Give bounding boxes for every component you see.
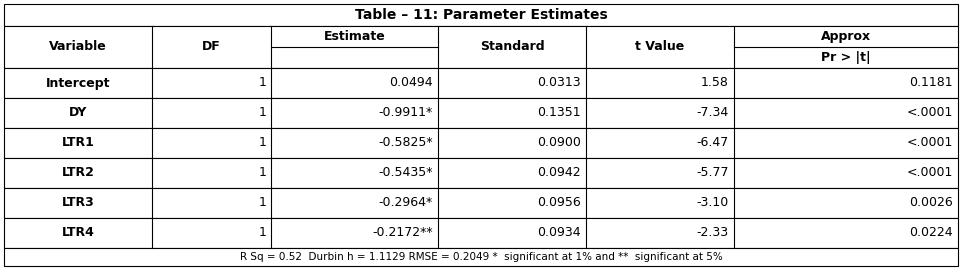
Bar (4, 158, 957, 188)
Bar (4, 68, 957, 98)
Bar (4, 128, 957, 158)
Text: 1: 1 (258, 227, 266, 239)
Text: 0.0224: 0.0224 (908, 227, 952, 239)
Bar (4, 248, 957, 266)
Text: Standard: Standard (480, 41, 544, 53)
Text: Pr > |t|: Pr > |t| (821, 51, 870, 64)
Text: 0.0900: 0.0900 (536, 136, 580, 150)
Bar (4, 4, 957, 26)
Text: 1.58: 1.58 (701, 76, 728, 90)
Text: 1: 1 (258, 167, 266, 179)
Text: 0.0494: 0.0494 (389, 76, 432, 90)
Text: -0.9911*: -0.9911* (379, 107, 432, 119)
Text: 0.0942: 0.0942 (537, 167, 580, 179)
Text: 0.0934: 0.0934 (537, 227, 580, 239)
Text: 1: 1 (258, 196, 266, 210)
Text: -0.2964*: -0.2964* (379, 196, 432, 210)
Text: <.0001: <.0001 (905, 136, 952, 150)
Text: -5.77: -5.77 (696, 167, 728, 179)
Text: LTR4: LTR4 (62, 227, 94, 239)
Text: Variable: Variable (49, 41, 107, 53)
Text: 1: 1 (258, 76, 266, 90)
Text: Estimate: Estimate (324, 30, 385, 43)
Text: LTR1: LTR1 (62, 136, 94, 150)
Text: 0.1351: 0.1351 (537, 107, 580, 119)
Text: <.0001: <.0001 (905, 107, 952, 119)
Text: -6.47: -6.47 (696, 136, 728, 150)
Text: t Value: t Value (634, 41, 684, 53)
Text: 0.0956: 0.0956 (536, 196, 580, 210)
Text: 1: 1 (258, 136, 266, 150)
Text: 0.0313: 0.0313 (537, 76, 580, 90)
Text: -0.2172**: -0.2172** (372, 227, 432, 239)
Bar (4, 98, 957, 128)
Text: R Sq = 0.52  Durbin h = 1.1129 RMSE = 0.2049 *  significant at 1% and **  signif: R Sq = 0.52 Durbin h = 1.1129 RMSE = 0.2… (239, 252, 722, 262)
Text: Approx: Approx (820, 30, 870, 43)
Text: -0.5825*: -0.5825* (378, 136, 432, 150)
Text: -2.33: -2.33 (696, 227, 728, 239)
Text: Table – 11: Parameter Estimates: Table – 11: Parameter Estimates (355, 8, 606, 22)
Text: LTR3: LTR3 (62, 196, 94, 210)
Text: DF: DF (202, 41, 221, 53)
Text: Intercept: Intercept (45, 76, 111, 90)
Text: 0.0026: 0.0026 (908, 196, 952, 210)
Text: DY: DY (68, 107, 87, 119)
Text: -0.5435*: -0.5435* (379, 167, 432, 179)
Text: -7.34: -7.34 (696, 107, 728, 119)
Bar (4, 218, 957, 248)
Text: -3.10: -3.10 (696, 196, 728, 210)
Text: <.0001: <.0001 (905, 167, 952, 179)
Text: LTR2: LTR2 (62, 167, 94, 179)
Bar (4, 188, 957, 218)
Text: 1: 1 (258, 107, 266, 119)
Bar (4, 26, 957, 68)
Text: 0.1181: 0.1181 (908, 76, 952, 90)
